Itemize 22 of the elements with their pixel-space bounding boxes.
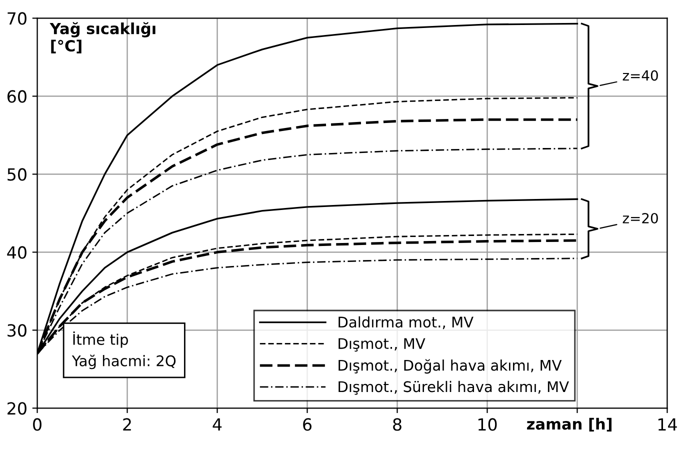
- legend-label: Dışmot., Doğal hava akımı, MV: [338, 359, 562, 374]
- legend-label: Dışmot., MV: [338, 338, 426, 352]
- x-tick-label: 0: [33, 418, 42, 431]
- x-tick-label: 8: [393, 418, 402, 431]
- annotation: İtme tip Yağ hacmi: 2Q: [72, 331, 176, 370]
- y-tick-label: 40: [7, 246, 26, 259]
- y-tick-label: 20: [8, 402, 26, 415]
- x-axis-title: zaman [h]: [527, 418, 612, 432]
- annotation: z=20: [622, 212, 658, 224]
- x-tick-label: 4: [212, 418, 222, 431]
- x-tick-label: 10: [478, 418, 497, 431]
- x-tick-label: 2: [123, 418, 131, 431]
- annotation: z=40: [622, 70, 658, 81]
- y-axis-title: Yağ sıcaklığı [°C]: [50, 22, 156, 54]
- legend-label: Dışmot., Sürekli hava akımı, MV: [338, 380, 569, 395]
- y-tick-label: 50: [8, 168, 26, 181]
- x-tick-label: 14: [658, 418, 677, 431]
- y-tick-label: 70: [8, 12, 26, 25]
- legend-label: Daldırma mot., MV: [338, 316, 474, 330]
- y-tick-label: 30: [8, 324, 26, 337]
- y-tick-label: 60: [7, 90, 26, 103]
- x-tick-label: 6: [303, 418, 312, 431]
